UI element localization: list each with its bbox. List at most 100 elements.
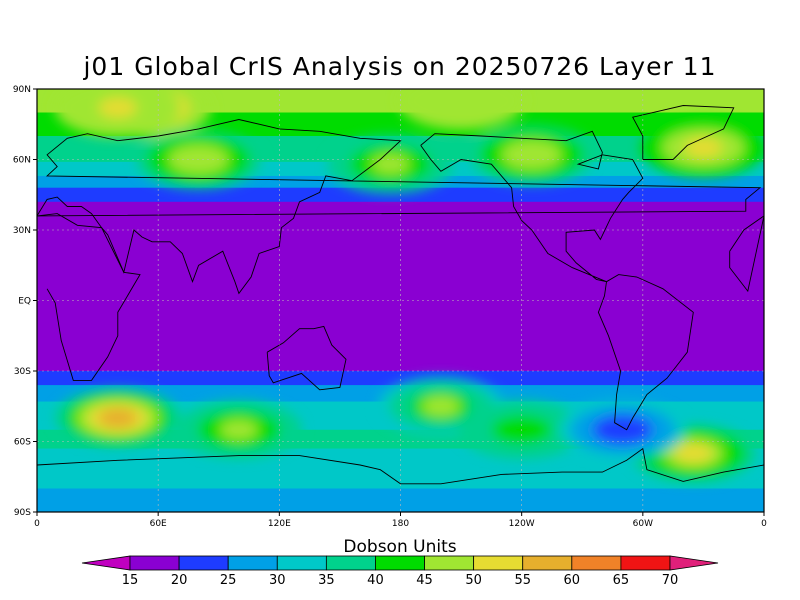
field-band <box>37 255 764 259</box>
field-band <box>37 450 764 454</box>
ozone-field <box>37 89 764 512</box>
field-band <box>37 251 764 255</box>
colorbar-segment <box>424 555 475 571</box>
field-band <box>37 232 764 236</box>
field-band <box>37 197 764 201</box>
field-feature <box>98 98 137 118</box>
coastline-africa-east <box>37 213 141 381</box>
field-band <box>37 345 764 349</box>
field-band <box>37 117 764 121</box>
field-band <box>37 500 764 504</box>
x-tick-label: 60E <box>150 519 167 529</box>
field-band <box>37 246 764 250</box>
field-band <box>37 211 764 215</box>
field-band <box>37 237 764 240</box>
y-tick-label: 30S <box>14 367 31 377</box>
field-band <box>37 260 764 264</box>
field-band <box>37 467 764 471</box>
field-band <box>37 465 764 468</box>
field-band <box>37 455 764 459</box>
colorbar-segment <box>276 555 327 571</box>
y-tick-label: 60S <box>14 438 31 448</box>
field-band <box>37 112 764 116</box>
field-band <box>37 371 764 374</box>
field-band <box>37 126 764 130</box>
field-band <box>37 265 764 269</box>
field-feature <box>674 443 713 464</box>
field-band <box>37 366 764 370</box>
field-band <box>37 220 764 224</box>
colorbar-tick-label: 30 <box>269 573 286 588</box>
colorbar-tick-label: 40 <box>367 573 384 588</box>
field-band <box>37 281 764 285</box>
field-band <box>37 305 764 309</box>
field-band <box>37 230 764 233</box>
field-band <box>37 309 764 313</box>
field-band <box>37 326 764 330</box>
field-band <box>37 241 764 245</box>
coastline-north-america <box>420 130 644 283</box>
field-band <box>37 312 764 316</box>
colorbar-tick-label: 20 <box>171 573 188 588</box>
colorbar-tick-label: 55 <box>514 573 531 588</box>
field-band <box>37 206 764 210</box>
field-band <box>37 121 764 125</box>
colorbar-under-arrow <box>81 555 131 571</box>
field-feature <box>371 154 410 174</box>
field-band <box>37 295 764 299</box>
colorbar-segment <box>325 555 376 571</box>
field-band <box>37 225 764 229</box>
field-band <box>37 300 764 304</box>
y-tick-label: 60N <box>13 156 31 166</box>
x-axis-ticks: 0 60E 120E 180 120W 60W 0 <box>34 512 767 529</box>
coastline-greenland <box>632 105 735 160</box>
coastline-eurasia <box>37 119 762 295</box>
field-band <box>37 272 764 276</box>
colorbar-tick-label: 45 <box>416 573 433 588</box>
colorbar-label: Dobson Units <box>343 537 457 557</box>
field-band <box>37 495 764 499</box>
colorbar-tick-label: 35 <box>318 573 335 588</box>
colorbar-tick-label: 50 <box>465 573 482 588</box>
field-band <box>37 110 764 114</box>
colorbar-tick-label: 25 <box>220 573 237 588</box>
colorbar-tick-label: 65 <box>613 573 630 588</box>
field-band <box>37 347 764 351</box>
coastline-antarctica <box>37 447 764 485</box>
field-band <box>37 331 764 334</box>
colorbar-segment <box>473 555 524 571</box>
field-band <box>37 119 764 123</box>
field-band <box>37 490 764 494</box>
colorbar-segment <box>571 555 622 571</box>
field-band <box>37 436 764 440</box>
x-tick-label: 60W <box>633 519 653 529</box>
field-band <box>37 427 764 431</box>
field-band <box>37 429 764 433</box>
field-feature <box>421 396 460 417</box>
colorbar-tick-label: 70 <box>662 573 679 588</box>
y-axis-ticks: 90N 60N 30N EQ 30S 60S 90S <box>13 85 37 518</box>
field-feature <box>442 90 481 111</box>
y-tick-label: 90S <box>14 508 31 518</box>
field-band <box>37 340 764 344</box>
field-band <box>37 375 764 379</box>
y-tick-label: 30N <box>13 226 31 236</box>
coastline-australia <box>266 325 347 391</box>
chart-title: j01 Global CrIS Analysis on 20250726 Lay… <box>83 52 717 81</box>
colorbar-segment <box>375 555 425 571</box>
field-band <box>37 194 764 198</box>
colorbar-segment <box>129 555 180 571</box>
colorbar-over-arrow <box>669 555 719 571</box>
field-band <box>37 472 764 475</box>
field-band <box>37 316 764 320</box>
field-band <box>37 507 764 511</box>
field-band <box>37 314 764 318</box>
y-tick-label: EQ <box>18 297 31 307</box>
field-band <box>37 321 764 325</box>
colorbar-tick-label: 60 <box>564 573 581 588</box>
field-band <box>37 481 764 485</box>
colorbar-segment <box>178 555 229 571</box>
field-band <box>37 446 764 450</box>
x-tick-label: 180 <box>392 519 409 529</box>
